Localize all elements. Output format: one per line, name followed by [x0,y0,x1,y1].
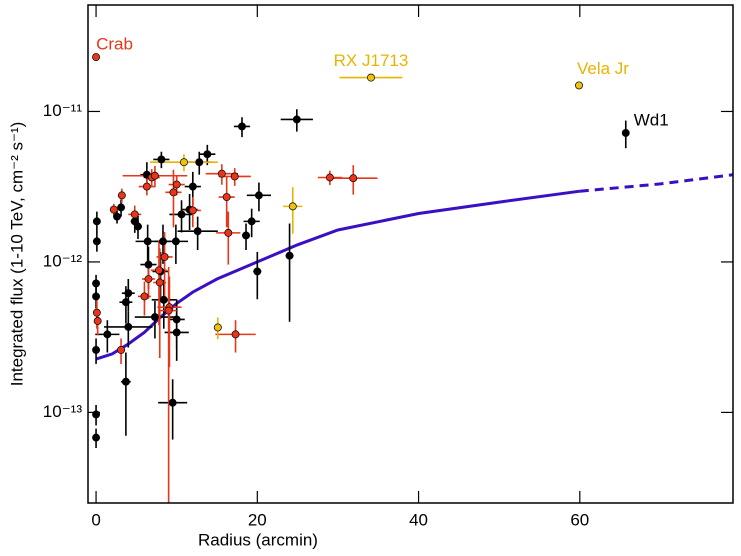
data-point [154,266,163,275]
y-tick-label: 10⁻¹³ [43,402,83,421]
data-point [217,169,226,178]
data-point [92,217,101,226]
data-point [288,202,297,211]
data-point [142,182,151,191]
data-point [349,174,358,183]
data-point [171,237,180,246]
data-point [134,222,142,231]
data-point [621,128,630,137]
y-tick-label: 10⁻¹² [43,251,83,270]
data-point [150,313,159,322]
data-point [109,205,118,214]
data-point [222,193,231,201]
data-point [164,306,173,315]
x-axis-label: Radius (arcmin) [198,530,318,549]
x-tick-label: 20 [248,510,267,529]
data-point [143,237,152,246]
data-point [92,308,101,317]
y-tick-label: 10⁻¹¹ [43,101,83,120]
data-point [159,237,167,246]
x-tick-label: 60 [570,510,589,529]
data-point [231,330,240,339]
annotation: Vela Jr [577,59,629,78]
data-point [254,191,263,200]
data-point [247,217,256,226]
data-point [188,182,197,191]
data-point [117,346,126,354]
data-point [121,298,130,307]
data-point [92,346,101,354]
plot-area [92,53,733,503]
annotation: Crab [96,35,133,54]
data-point [144,260,153,269]
data-point [195,158,204,167]
data-point [172,315,181,324]
data-point [92,292,101,301]
data-point [188,206,197,215]
data-point [253,267,262,276]
data-point [117,191,126,200]
data-point [150,171,159,180]
data-point [155,278,164,287]
data-point [130,210,139,219]
data-point [144,275,153,283]
data-point [103,330,112,339]
data-point [224,228,233,237]
data-point [238,122,246,131]
data-point [172,180,181,189]
data-point [242,231,250,240]
data-point [367,73,375,82]
data-point [168,398,177,407]
axes-frame [87,4,734,504]
data-point [117,203,126,212]
data-point [230,172,239,181]
annotation: Wd1 [634,110,669,129]
data-point [203,150,212,159]
data-point [285,251,294,260]
data-point [325,173,334,182]
data-point [140,292,149,301]
data-point [92,279,101,288]
data-point [172,328,181,337]
data-point [92,433,101,442]
data-point [93,317,102,325]
data-point [121,377,130,386]
data-point [124,289,133,298]
y-axis-label: Integrated flux (1-10 TeV, cm⁻² s⁻¹) [7,122,26,387]
data-point [179,158,188,167]
model-curve [95,189,581,361]
x-tick-label: 0 [91,510,100,529]
data-point [213,323,222,332]
x-tick-label: 40 [409,510,428,529]
data-point [113,212,121,221]
data-point [177,210,186,219]
data-point [92,237,101,246]
data-point [292,115,301,124]
model-curve [579,173,733,193]
data-point [159,295,168,304]
data-point [193,227,202,236]
data-point [92,53,101,61]
data-point [169,188,178,197]
data-point [160,252,169,261]
data-point [157,155,166,164]
data-point [124,322,133,331]
data-point [575,81,583,90]
annotation: RX J1713 [334,51,409,70]
